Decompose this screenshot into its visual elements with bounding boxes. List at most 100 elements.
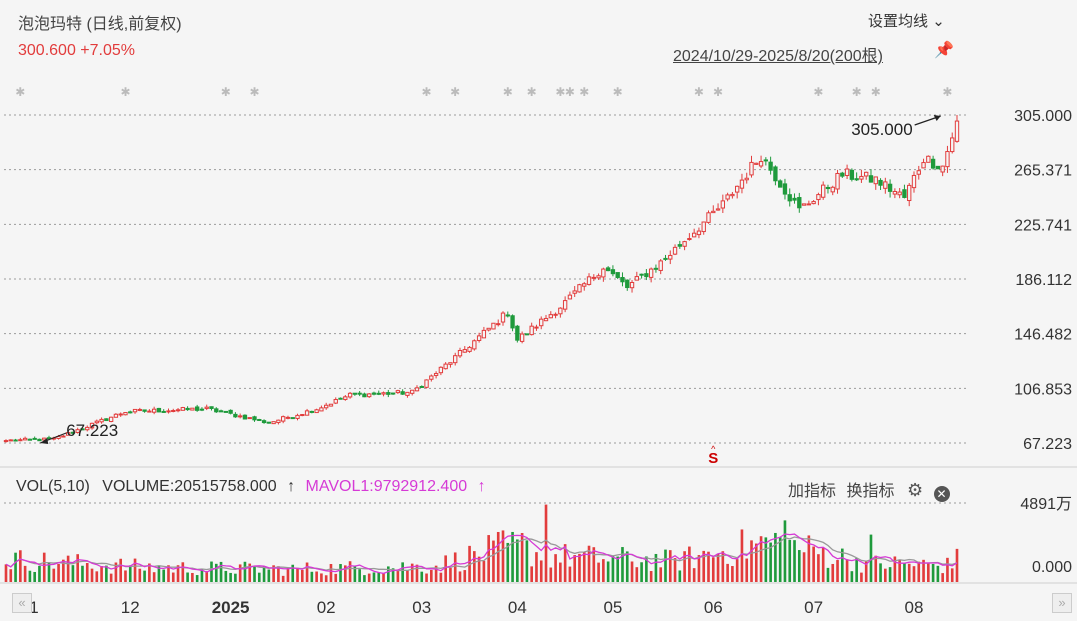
candle-body [859, 175, 864, 180]
volume-bar [606, 561, 610, 582]
scroll-left-button[interactable]: « [12, 593, 32, 613]
event-marker-icon: ✱ [527, 85, 537, 99]
volume-bar [927, 563, 930, 582]
volume-bar [320, 573, 323, 582]
candle-body [27, 438, 33, 441]
event-marker-icon: ✱ [613, 85, 623, 99]
set-ma-button[interactable]: 设置均线 ⌄ [868, 10, 945, 31]
volume-bar [90, 568, 94, 582]
candle-body [868, 175, 874, 183]
date-tick-label: 05 [603, 598, 622, 617]
volume-bar [243, 561, 247, 582]
add-indicator-button[interactable]: 加指标 [788, 483, 837, 500]
volume-bar [396, 569, 400, 582]
candle-body [954, 120, 960, 142]
candle-body [338, 397, 343, 400]
volume-bar [625, 551, 629, 582]
candle-body [701, 221, 706, 233]
candle-body [715, 208, 721, 211]
candle-body [410, 389, 415, 394]
volume-bar [884, 568, 887, 582]
candle-body [534, 326, 539, 329]
candle-body [797, 197, 802, 209]
candle-body [658, 260, 663, 271]
volume-bar [171, 572, 175, 582]
event-markers: ✱ ✱ ✱ ✱ ✱ ✱ ✱ ✱ ✱ ✱ ✱ ✱ ✱ ✱ ✱ ✱ ✱ ✱ [15, 85, 952, 99]
price-axis: 305.000 265.371 225.741 186.112 146.482 106.8… [1014, 108, 1072, 576]
pin-icon[interactable]: 📌 [934, 42, 954, 59]
switch-indicator-button[interactable]: 换指标 [846, 483, 895, 500]
candle-body [362, 393, 367, 398]
scroll-right-button[interactable]: » [1052, 593, 1072, 613]
volume-bar [300, 569, 304, 582]
candle-body [80, 428, 85, 431]
volume-bar [516, 539, 519, 582]
volume-indicator-name: VOL(5,10) [16, 478, 90, 495]
high-annotation-arrowhead [933, 115, 941, 121]
gear-icon[interactable]: ⚙ [906, 480, 924, 500]
volume-bar [71, 565, 75, 582]
candle-body [773, 166, 778, 182]
candle-body [653, 267, 659, 270]
candle-body [347, 392, 353, 398]
volume-bar [506, 542, 510, 582]
candle-body [400, 391, 405, 395]
volume-bar [152, 572, 156, 582]
volume-bar [611, 555, 615, 582]
volume-bar [855, 558, 858, 582]
candle-body [758, 161, 764, 167]
sell-signal-caret: ^ [711, 444, 716, 454]
candle-body [515, 325, 520, 341]
candle-body [854, 178, 859, 181]
candle-body [462, 349, 467, 353]
candle-body [768, 161, 773, 171]
candle-body [209, 406, 214, 409]
candle-body [175, 409, 181, 412]
volume-bar [42, 552, 46, 582]
volume-bar [348, 561, 352, 582]
event-marker-icon: ✱ [713, 85, 723, 99]
candle-body [558, 307, 563, 315]
candle-body [734, 185, 740, 193]
volume-bar [453, 552, 457, 582]
candle-body [46, 437, 52, 440]
volume-bar [28, 570, 32, 582]
candle-body [18, 439, 23, 442]
volume-bar [105, 565, 108, 582]
volume-bar [353, 565, 357, 582]
volume-bar [415, 564, 419, 582]
volume-bar [563, 544, 567, 582]
date-range-link[interactable]: 2024/10/29-2025/8/20(200根) [673, 48, 883, 65]
volume-bar [377, 572, 381, 582]
volume-bar [597, 562, 600, 582]
candle-body [151, 408, 157, 413]
candle-body [496, 323, 501, 326]
volume-bar [176, 565, 180, 582]
candle-body [438, 366, 444, 374]
candle-body [844, 168, 850, 176]
volume-bar [477, 556, 481, 582]
volume-bar [678, 570, 682, 582]
close-icon[interactable]: ✕ [933, 486, 950, 502]
volume-bar [793, 540, 796, 582]
event-marker-icon: ✱ [565, 85, 575, 99]
volume-bar [128, 565, 132, 582]
volume-bar [234, 573, 237, 582]
candle-body [199, 408, 205, 411]
indicator-toolbar: 加指标 换指标 ⚙ ✕ [788, 477, 950, 502]
candle-body [519, 333, 525, 342]
volume-bar [941, 573, 944, 582]
volume-bar [315, 571, 318, 582]
volume-bar [277, 566, 280, 582]
candle-body [816, 194, 821, 201]
volume-bar [262, 566, 266, 582]
volume-bar [9, 569, 13, 582]
volume-bar [210, 561, 213, 582]
volume-bar [492, 540, 495, 582]
candle-body [725, 194, 730, 200]
low-annotation-label: 67.223 [66, 421, 118, 440]
volume-bar [788, 540, 792, 582]
volume-bar [817, 554, 820, 582]
volume-bar [143, 570, 146, 582]
